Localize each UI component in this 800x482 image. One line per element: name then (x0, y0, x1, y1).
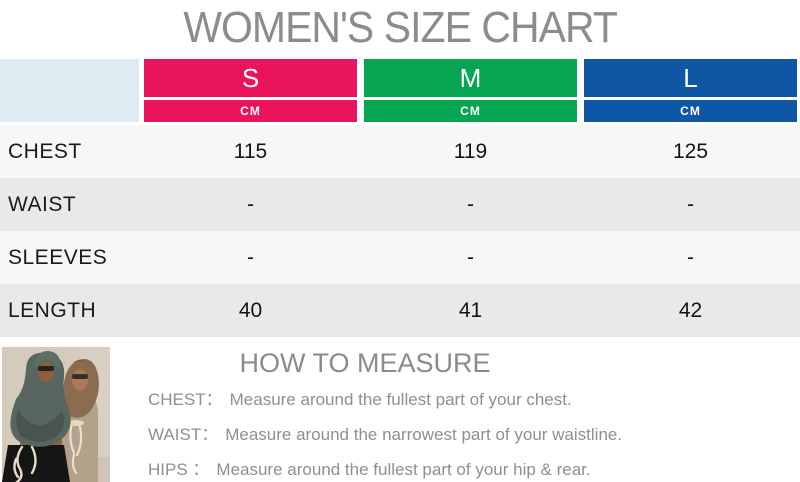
cell-value: - (687, 246, 694, 269)
table-row-waist: WAIST - - - (0, 178, 800, 231)
measure-item-chest: CHEST： Measure around the fullest part of… (148, 385, 622, 409)
cell-value: - (467, 246, 474, 269)
how-to-measure-header: HOW TO MEASURE (110, 348, 620, 379)
size-header-s: S (144, 59, 357, 97)
measure-item-label: CHEST： (148, 390, 223, 409)
table-row-length: LENGTH 40 41 42 (0, 284, 800, 337)
unit-cell-m: CM (364, 100, 577, 122)
page-title: WOMEN'S SIZE CHART (183, 3, 618, 52)
cell-value: - (467, 193, 474, 216)
measure-item-text: Measure around the narrowest part of you… (225, 425, 623, 444)
measure-item-waist: WAIST： Measure around the narrowest part … (148, 420, 622, 444)
size-header-m: M (364, 59, 577, 97)
how-to-measure-title: HOW TO MEASURE (239, 348, 491, 378)
cell-value: 115 (233, 140, 268, 163)
unit-cell-s: CM (144, 100, 357, 122)
row-label: SLEEVES (8, 246, 108, 269)
models-photo (2, 347, 110, 482)
row-label: LENGTH (8, 299, 97, 322)
page-header: WOMEN'S SIZE CHART (0, 0, 800, 56)
cell-value: - (687, 193, 694, 216)
cell-value: 40 (238, 299, 263, 322)
table-row-chest: CHEST 115 119 125 (0, 125, 800, 178)
cell-value: 125 (672, 140, 709, 163)
unit-cell-l: CM (584, 100, 797, 122)
table-row-sleeves: SLEEVES - - - (0, 231, 800, 284)
measure-item-text: Measure around the fullest part of your … (229, 390, 572, 409)
cell-value: - (247, 246, 254, 269)
cell-value: - (247, 193, 254, 216)
row-label: WAIST (8, 193, 77, 216)
size-header-l: L (584, 59, 797, 97)
cell-value: 119 (453, 140, 488, 163)
cell-value: 42 (678, 299, 703, 322)
measure-item-hips: HIPS ： Measure around the fullest part of… (148, 455, 622, 479)
measure-item-text: Measure around the fullest part of your … (216, 460, 591, 479)
measure-item-label: HIPS ： (148, 460, 210, 479)
models-photo-illustration (2, 347, 110, 482)
how-to-measure-list: CHEST： Measure around the fullest part of… (148, 385, 622, 482)
size-table-body: CHEST 115 119 125 WAIST - - - SLEEVES - … (0, 125, 800, 337)
cell-value: 41 (458, 299, 483, 322)
table-corner-cell (0, 59, 139, 122)
measure-item-label: WAIST： (148, 425, 219, 444)
row-label: CHEST (8, 140, 82, 163)
